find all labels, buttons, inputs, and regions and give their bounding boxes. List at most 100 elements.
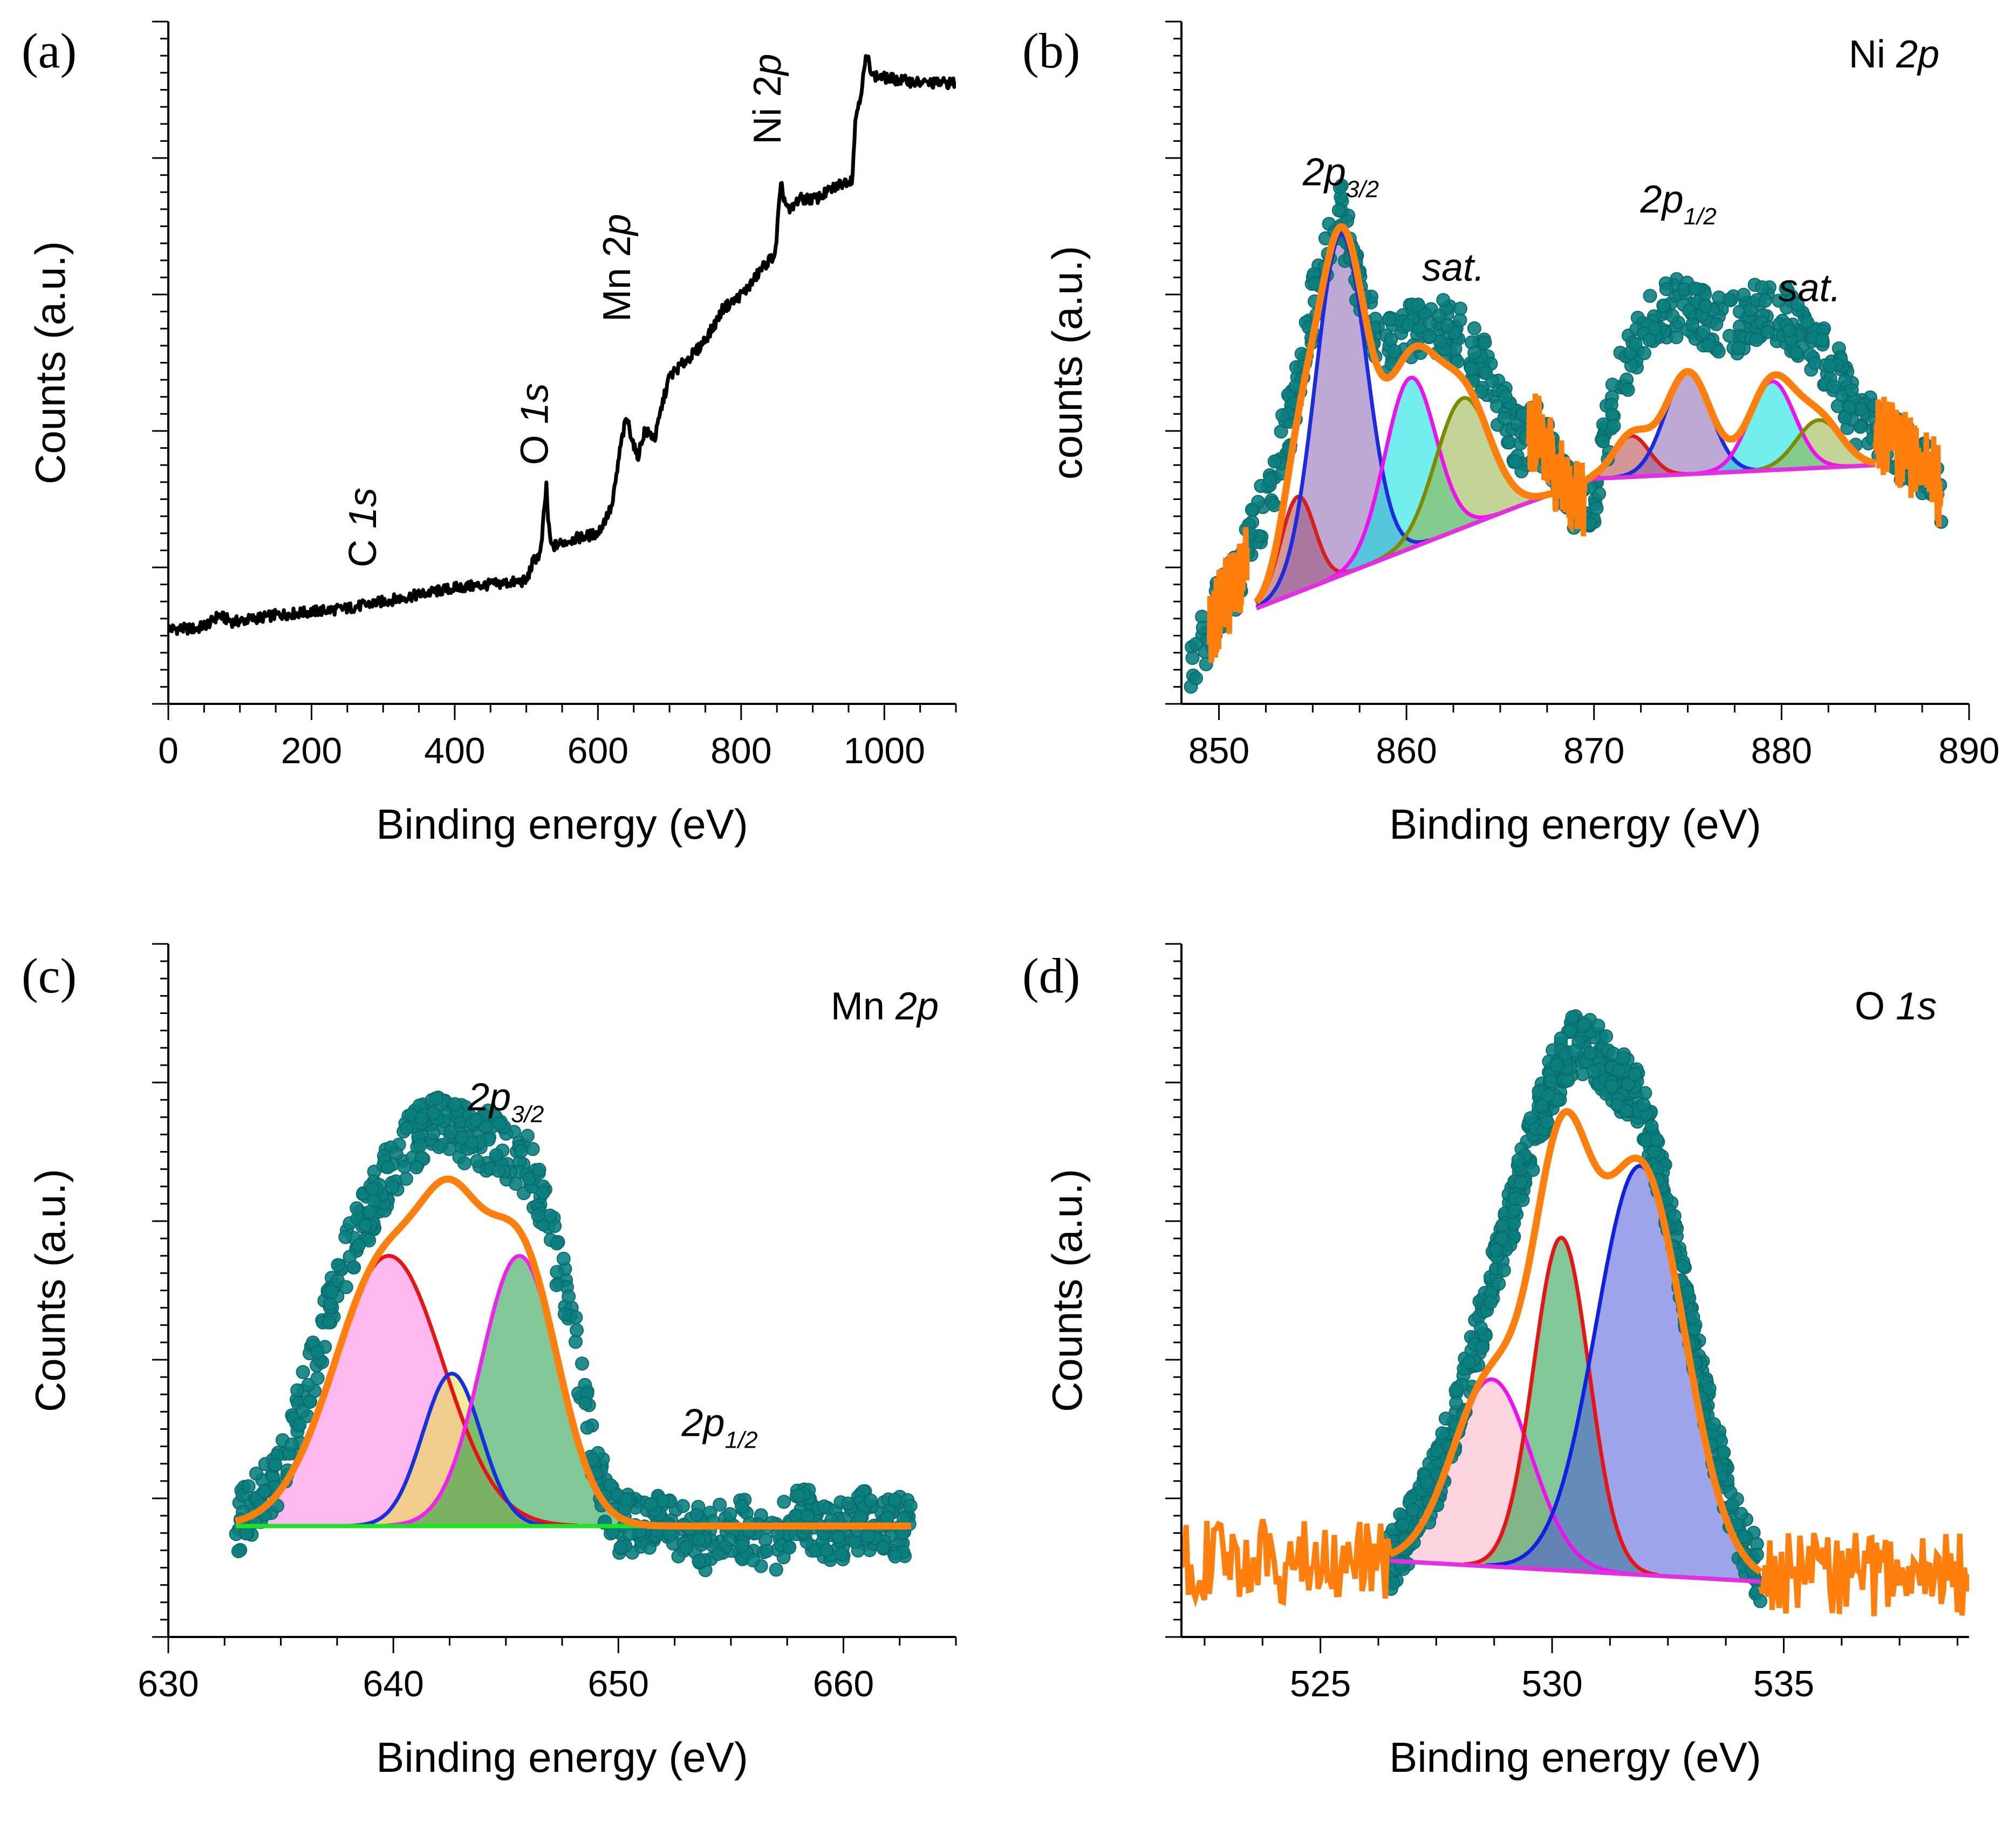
data-point	[1464, 361, 1479, 376]
component-fill-p1	[236, 1256, 578, 1526]
data-point	[1384, 332, 1398, 346]
data-point	[1642, 333, 1657, 347]
x-axis-title: Binding energy (eV)	[376, 800, 748, 848]
x-tick-label: 650	[588, 1663, 649, 1704]
peak-label-subscript: 3/2	[511, 1101, 544, 1127]
data-point	[1760, 325, 1775, 339]
data-point	[1702, 1381, 1717, 1396]
data-point	[365, 1182, 380, 1196]
data-point	[1275, 408, 1290, 422]
data-point	[1711, 344, 1726, 359]
peak-label-main: 2p	[1302, 151, 1346, 194]
data-point	[1687, 282, 1702, 296]
data-point	[1388, 344, 1402, 359]
data-point	[284, 1437, 299, 1452]
data-point	[1534, 1099, 1549, 1113]
data-point	[290, 1383, 305, 1397]
data-point	[1475, 1340, 1490, 1355]
data-point	[1432, 309, 1446, 323]
panel-letter: (d)	[1022, 948, 1080, 1003]
data-point	[817, 1499, 831, 1513]
x-tick-label: 530	[1521, 1663, 1582, 1704]
data-point	[1511, 1153, 1526, 1167]
data-point	[249, 1467, 263, 1481]
fit-envelope	[1253, 223, 1877, 605]
data-point	[1637, 346, 1651, 360]
data-point	[580, 1420, 594, 1435]
data-point	[1680, 1284, 1694, 1299]
data-point	[310, 1371, 325, 1386]
data-point	[769, 1563, 783, 1577]
data-point	[323, 1297, 337, 1311]
data-point	[331, 1258, 345, 1272]
data-point	[1621, 382, 1635, 397]
data-point	[1753, 1594, 1767, 1608]
data-point	[831, 1530, 846, 1544]
data-point	[549, 1278, 564, 1292]
data-point	[1723, 1485, 1738, 1499]
data-point	[1607, 419, 1621, 433]
x-tick-label: 880	[1751, 730, 1812, 771]
data-point	[397, 1160, 412, 1174]
data-point	[1723, 328, 1737, 343]
peak-label-italic: p	[596, 214, 639, 236]
data-point	[578, 1396, 593, 1410]
component-line-p2	[1255, 232, 1430, 609]
data-point	[1396, 1518, 1410, 1532]
data-point	[493, 1116, 507, 1131]
data-point	[1436, 293, 1451, 307]
data-point	[1591, 1018, 1605, 1033]
data-point	[550, 1236, 564, 1251]
panel-d: 525 530 535 Binding energy (eV) Counts (a.u.…	[1022, 943, 1969, 1781]
data-point	[777, 1495, 791, 1509]
data-point	[655, 1494, 670, 1508]
data-point	[791, 1489, 805, 1503]
data-point	[1185, 650, 1200, 665]
data-point	[1498, 389, 1513, 404]
peak-label: 2p3/2	[467, 1075, 544, 1127]
data-point	[1737, 287, 1751, 302]
y-axis-title: Counts (a.u.)	[26, 1169, 74, 1412]
data-point	[470, 1154, 484, 1168]
fit-noise-edge	[1526, 393, 1588, 537]
data-point	[1743, 303, 1758, 317]
data-point	[432, 1140, 446, 1154]
y-axis-title: Counts (a.u.)	[26, 241, 74, 484]
panel-tag: Ni 2p	[1849, 33, 1939, 76]
panel-tag: Mn 2p	[831, 985, 939, 1028]
data-point	[491, 1163, 505, 1178]
peak-label-subscript: 1/2	[1684, 203, 1717, 230]
data-point	[1515, 1193, 1530, 1207]
data-point	[622, 1526, 637, 1541]
data-point	[570, 1323, 584, 1338]
data-point	[1332, 180, 1347, 195]
data-point	[358, 1218, 373, 1232]
data-point	[1628, 1067, 1642, 1082]
data-point	[413, 1138, 427, 1153]
data-point	[1267, 498, 1282, 512]
data-point	[863, 1493, 878, 1508]
data-point	[1467, 321, 1481, 335]
x-tick-label: 800	[710, 730, 771, 771]
data-point	[1435, 1426, 1450, 1441]
x-tick-label: 0	[158, 730, 179, 771]
data-point	[1823, 359, 1837, 373]
data-point	[746, 1553, 760, 1567]
x-axis-title: Binding energy (eV)	[1389, 800, 1761, 848]
data-point	[1782, 323, 1797, 338]
data-point	[644, 1497, 658, 1511]
data-point	[1737, 1530, 1751, 1544]
panel-tag-main: Mn	[831, 985, 896, 1028]
data-point	[735, 1499, 749, 1513]
data-point	[296, 1365, 310, 1379]
data-point	[292, 1417, 307, 1432]
data-point	[903, 1498, 918, 1513]
data-point	[325, 1285, 339, 1299]
data-point	[853, 1510, 867, 1525]
data-point	[1628, 337, 1643, 352]
peak-label-main: C	[341, 529, 385, 567]
peak-label-main: sat.	[1422, 246, 1485, 290]
data-point	[782, 1540, 796, 1555]
peak-label: C 1s	[341, 488, 385, 567]
